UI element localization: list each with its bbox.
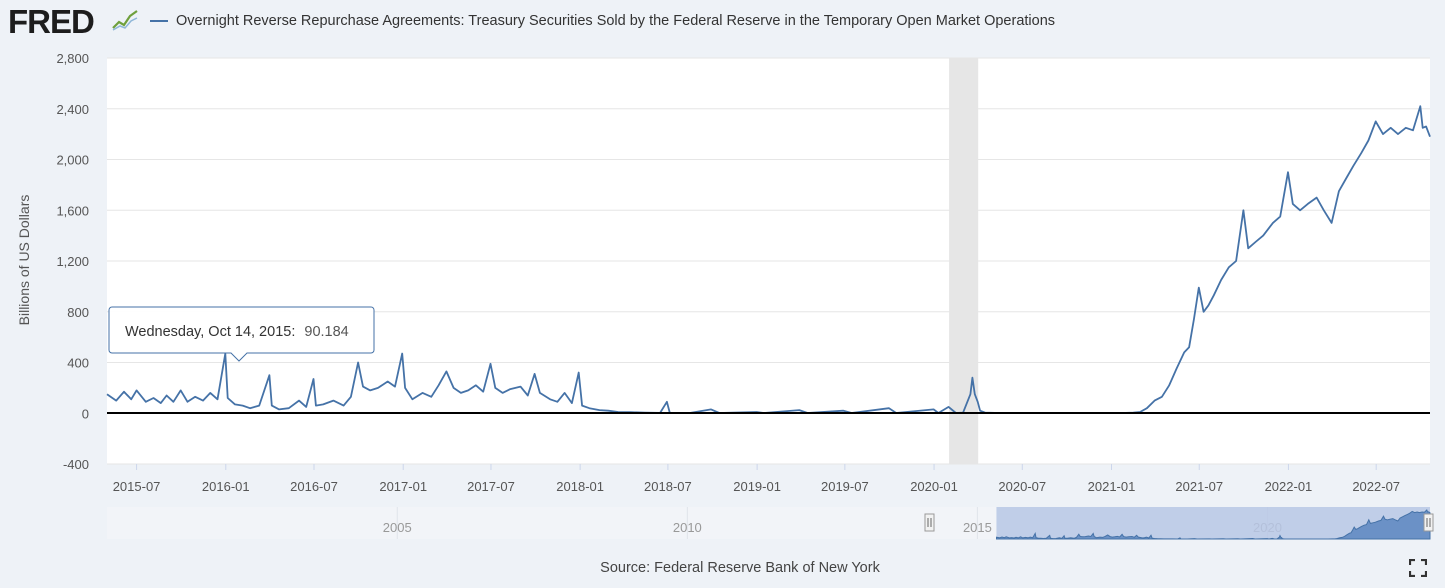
x-axis-ticks: 2015-07 2016-01 2016-07 2017-01 2017-07 2018-… bbox=[113, 464, 1400, 494]
y-tick-label: -400 bbox=[63, 457, 89, 472]
x-tick-label: 2021-01 bbox=[1088, 479, 1136, 494]
series-line[interactable] bbox=[106, 105, 1431, 415]
svg-text:Wednesday, Oct 14, 2015:: Wednesday, Oct 14, 2015: 90.184 bbox=[125, 324, 349, 340]
y-axis-ticks: -400 0 400 800 1,200 1,600 2,000 2,400 2,800 bbox=[56, 51, 89, 472]
tooltip-date: Wednesday, Oct 14, 2015: bbox=[125, 324, 295, 340]
series-layer[interactable] bbox=[106, 105, 1431, 415]
y-tick-label: 800 bbox=[67, 305, 89, 320]
x-tick-label: 2020-07 bbox=[998, 479, 1046, 494]
x-tick-label: 2021-07 bbox=[1175, 479, 1223, 494]
x-tick-label: 2016-01 bbox=[202, 479, 250, 494]
navigator-tick-label: 2015 bbox=[963, 520, 992, 535]
y-tick-label: 2,400 bbox=[56, 102, 89, 117]
y-axis-title: Billions of US Dollars bbox=[16, 195, 32, 326]
navigator-tick-label: 2010 bbox=[673, 520, 702, 535]
y-tick-label: 0 bbox=[82, 406, 89, 421]
source-note: Source: Federal Reserve Bank of New York bbox=[600, 560, 880, 576]
navigator[interactable]: 2005201020152020 bbox=[107, 507, 1434, 540]
x-tick-label: 2017-01 bbox=[379, 479, 427, 494]
y-tick-label: 2,800 bbox=[56, 51, 89, 66]
x-tick-label: 2017-07 bbox=[467, 479, 515, 494]
line-chart-icon bbox=[111, 8, 139, 32]
x-tick-label: 2019-07 bbox=[821, 479, 869, 494]
y-tick-label: 1,600 bbox=[56, 203, 89, 218]
chart-header: FRED Overnight Reverse Repurchase Agreem… bbox=[0, 0, 1445, 44]
legend-swatch bbox=[150, 20, 168, 22]
tooltip-box bbox=[108, 306, 375, 362]
x-tick-label: 2022-01 bbox=[1265, 479, 1313, 494]
y-tick-label: 1,200 bbox=[56, 254, 89, 269]
fred-logo[interactable]: FRED bbox=[8, 3, 95, 40]
x-tick-label: 2016-07 bbox=[290, 479, 338, 494]
navigator-series bbox=[996, 509, 1431, 540]
navigator-tick-label: 2005 bbox=[383, 520, 412, 535]
navigator-handle-right[interactable] bbox=[1423, 513, 1434, 532]
x-tick-label: 2022-07 bbox=[1352, 479, 1400, 494]
tooltip: Wednesday, Oct 14, 2015: 90.184 bbox=[108, 306, 375, 362]
y-tick-label: 400 bbox=[67, 356, 89, 371]
tooltip-value: 90.184 bbox=[304, 324, 348, 340]
x-tick-label: 2018-07 bbox=[644, 479, 692, 494]
y-tick-label: 2,000 bbox=[56, 153, 89, 168]
x-tick-label: 2015-07 bbox=[113, 479, 161, 494]
x-tick-label: 2019-01 bbox=[733, 479, 781, 494]
navigator-handle-left[interactable] bbox=[924, 513, 935, 532]
fullscreen-icon[interactable] bbox=[1409, 559, 1427, 577]
x-tick-label: 2018-01 bbox=[556, 479, 604, 494]
legend-label: Overnight Reverse Repurchase Agreements:… bbox=[176, 13, 1056, 29]
x-tick-label: 2020-01 bbox=[910, 479, 958, 494]
legend[interactable]: Overnight Reverse Repurchase Agreements:… bbox=[150, 11, 1055, 31]
